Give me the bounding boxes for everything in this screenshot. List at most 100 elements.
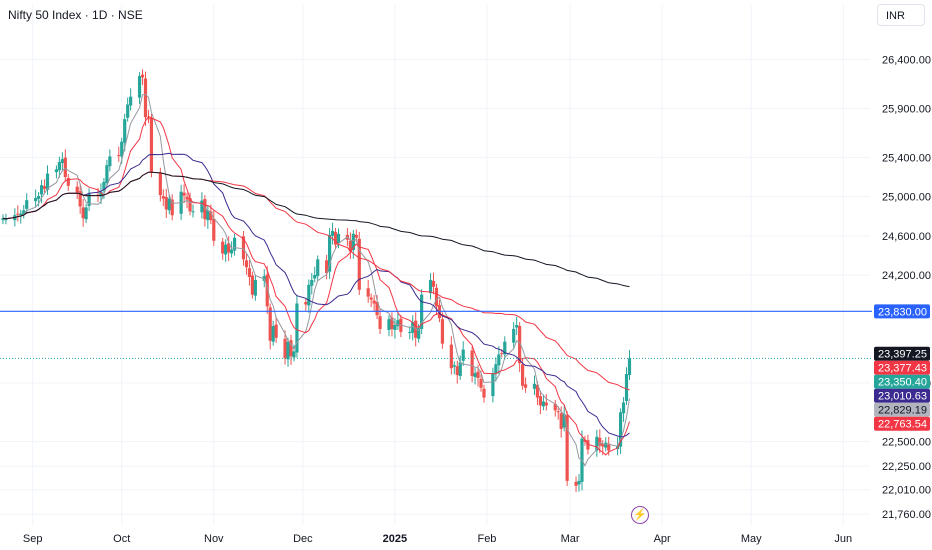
candle-body <box>37 195 41 199</box>
candle-body <box>369 297 373 300</box>
candle-body <box>66 178 70 186</box>
candle-body <box>39 185 44 195</box>
candle-body <box>244 260 249 268</box>
candle-body <box>476 371 480 378</box>
candle-body <box>512 328 516 343</box>
candle-body <box>461 349 465 361</box>
candle-body <box>348 240 352 252</box>
candle-body <box>618 412 623 447</box>
candle-body <box>170 199 174 216</box>
candle-body <box>221 241 225 254</box>
currency-selector[interactable]: INR <box>877 4 925 26</box>
y-axis-tick-label: 25,400.00 <box>882 152 931 164</box>
candle-body <box>1 218 5 221</box>
x-axis-tick-label: Nov <box>204 533 224 545</box>
y-axis-tick-label: 25,000.00 <box>882 192 931 204</box>
candle-body <box>357 238 361 290</box>
candle-body <box>54 169 59 173</box>
chart-title: Nifty 50 Index · 1D · NSE <box>8 8 143 22</box>
candle-body <box>78 191 82 207</box>
candle-body <box>247 268 252 278</box>
candle-body <box>126 104 130 118</box>
candle-body <box>520 364 525 386</box>
candle-body <box>143 78 148 118</box>
candle-body <box>624 374 629 402</box>
lightning-icon[interactable]: ⚡ <box>631 506 649 524</box>
candle-body <box>185 196 189 200</box>
candle-body <box>535 384 540 398</box>
candle-body <box>500 352 504 354</box>
candle-body <box>158 173 162 196</box>
candle-body <box>200 200 204 213</box>
candle-body <box>4 219 8 221</box>
price-tag <box>874 388 930 403</box>
candle-body <box>411 322 415 333</box>
candle-body <box>60 159 64 164</box>
candle-body <box>598 437 602 446</box>
price-tag-label: 22,763.54 <box>878 419 927 431</box>
price-tag-label: 22,829.19 <box>878 405 927 417</box>
candle-body <box>393 325 397 330</box>
candle-body <box>553 403 557 411</box>
x-axis-tick-label: Dec <box>293 533 313 545</box>
candle-body <box>283 338 287 359</box>
candle-body <box>428 279 433 294</box>
candle-body <box>212 218 216 241</box>
candle-body <box>497 354 501 366</box>
candle-body <box>102 181 106 191</box>
candle-body <box>523 384 528 388</box>
candle-body <box>440 319 445 344</box>
candle-body <box>577 480 581 485</box>
candle-body <box>621 402 626 414</box>
candle-body <box>538 396 543 406</box>
candle-body <box>417 327 421 339</box>
candle-body <box>565 415 569 481</box>
price-tag <box>874 416 930 431</box>
candle-body <box>503 341 507 355</box>
y-axis-tick-label: 24,600.00 <box>882 231 931 243</box>
candle-body <box>286 341 290 360</box>
candle-body <box>206 210 210 221</box>
candle-body <box>188 198 192 212</box>
candle-body <box>117 154 121 156</box>
candle-body <box>378 316 382 329</box>
x-axis-tick-label: May <box>741 533 762 545</box>
candle-body <box>191 211 195 213</box>
candle-body <box>366 288 370 297</box>
candle-body <box>494 364 498 375</box>
candle-body <box>327 234 332 272</box>
candle-body <box>333 231 338 245</box>
candle-body <box>574 481 578 486</box>
candle-body <box>250 275 254 295</box>
candle-body <box>289 340 293 357</box>
candle-body <box>452 365 456 367</box>
candle-body <box>137 76 142 98</box>
moving-average-line <box>2 152 630 438</box>
candle-body <box>325 260 329 274</box>
candle-body <box>75 186 79 193</box>
price-tag-label: 23,350.40 <box>878 377 927 389</box>
moving-average-line <box>2 93 630 467</box>
y-axis-tick-label: 21,760.00 <box>882 509 931 521</box>
candle-body <box>518 326 522 364</box>
candle-body <box>607 443 611 451</box>
candle-body <box>149 117 154 173</box>
candle-body <box>310 279 314 286</box>
candle-body <box>455 366 459 376</box>
price-tag-label: 23,830.00 <box>878 306 927 318</box>
candle-body <box>224 244 228 255</box>
candle-body <box>146 118 151 120</box>
y-axis-tick-label: 22,250.00 <box>882 461 931 473</box>
candle-body <box>57 162 61 171</box>
price-tag <box>874 304 930 319</box>
candle-body <box>408 331 412 333</box>
candle-body <box>22 210 26 215</box>
x-axis-tick-label: Mar <box>561 533 580 545</box>
candle-body <box>396 320 400 327</box>
candle-body <box>164 197 168 210</box>
y-axis-tick-label: 25,900.00 <box>882 103 931 115</box>
candle-body <box>123 119 127 143</box>
candle-body <box>45 173 50 190</box>
x-axis-tick-label: Jun <box>834 533 852 545</box>
